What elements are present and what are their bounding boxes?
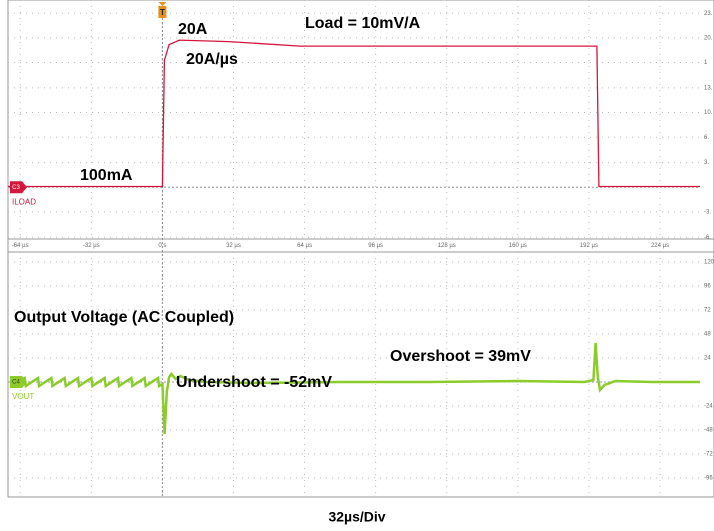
waveform	[8, 39, 700, 188]
x-tick-label: 192 µs	[580, 243, 598, 249]
x-tick-label: 160 µs	[509, 243, 527, 249]
annotation: Load = 10mV/A	[305, 15, 421, 32]
y-tick-label: 24	[704, 356, 711, 362]
annotation: 20A	[178, 21, 208, 38]
x-tick-label: 32 µs	[226, 243, 241, 249]
x-tick-label: 224 µs	[651, 243, 669, 249]
channel-marker: C4	[12, 380, 20, 386]
y-tick-label: -3.	[704, 209, 711, 215]
x-tick-label: 96 µs	[368, 243, 383, 249]
trigger-marker-shape	[158, 2, 167, 18]
y-tick-label: -72	[704, 452, 713, 458]
y-tick-label: 13.	[704, 85, 713, 91]
x-tick-label: 64 µs	[297, 243, 312, 249]
annotation: Undershoot = -52mV	[176, 374, 332, 391]
annotation: Overshoot = 39mV	[390, 348, 531, 365]
annotation: Output Voltage (AC Coupled)	[14, 309, 234, 326]
channel-marker-shape	[10, 376, 27, 388]
y-tick-label: 48	[704, 332, 711, 338]
x-tick-label: -32 µs	[83, 243, 100, 249]
channel-name: VOUT	[12, 392, 34, 401]
channel-name: ILOAD	[12, 197, 36, 206]
y-tick-label: 120	[704, 260, 714, 266]
annotation: 100mA	[80, 167, 133, 184]
y-tick-label: 96	[704, 284, 711, 290]
y-tick-label: 1	[704, 60, 708, 66]
y-tick-label: 72	[704, 308, 711, 314]
y-tick-label: -96	[704, 476, 713, 482]
trigger-marker: T	[160, 8, 165, 17]
y-tick-label: -24	[704, 404, 713, 410]
channel-marker-shape	[10, 181, 27, 194]
y-tick-label: 6.	[704, 135, 709, 141]
y-tick-label: 3.	[704, 160, 709, 166]
y-tick-label: -6.	[704, 235, 711, 241]
channel-marker: C3	[12, 185, 20, 191]
y-tick-label: 23.	[704, 11, 713, 17]
waveform	[10, 342, 700, 435]
y-tick-label: -48	[704, 428, 713, 434]
screen-frame	[7, 0, 714, 498]
x-tick-label: 128 µs	[438, 243, 456, 249]
y-tick-label: 10.	[704, 110, 713, 116]
y-tick-label: 20.	[704, 35, 713, 41]
x-tick-label: -64 µs	[12, 243, 29, 249]
annotation: 20A/µs	[186, 51, 238, 68]
x-axis-label: 32µs/Div	[328, 509, 385, 525]
